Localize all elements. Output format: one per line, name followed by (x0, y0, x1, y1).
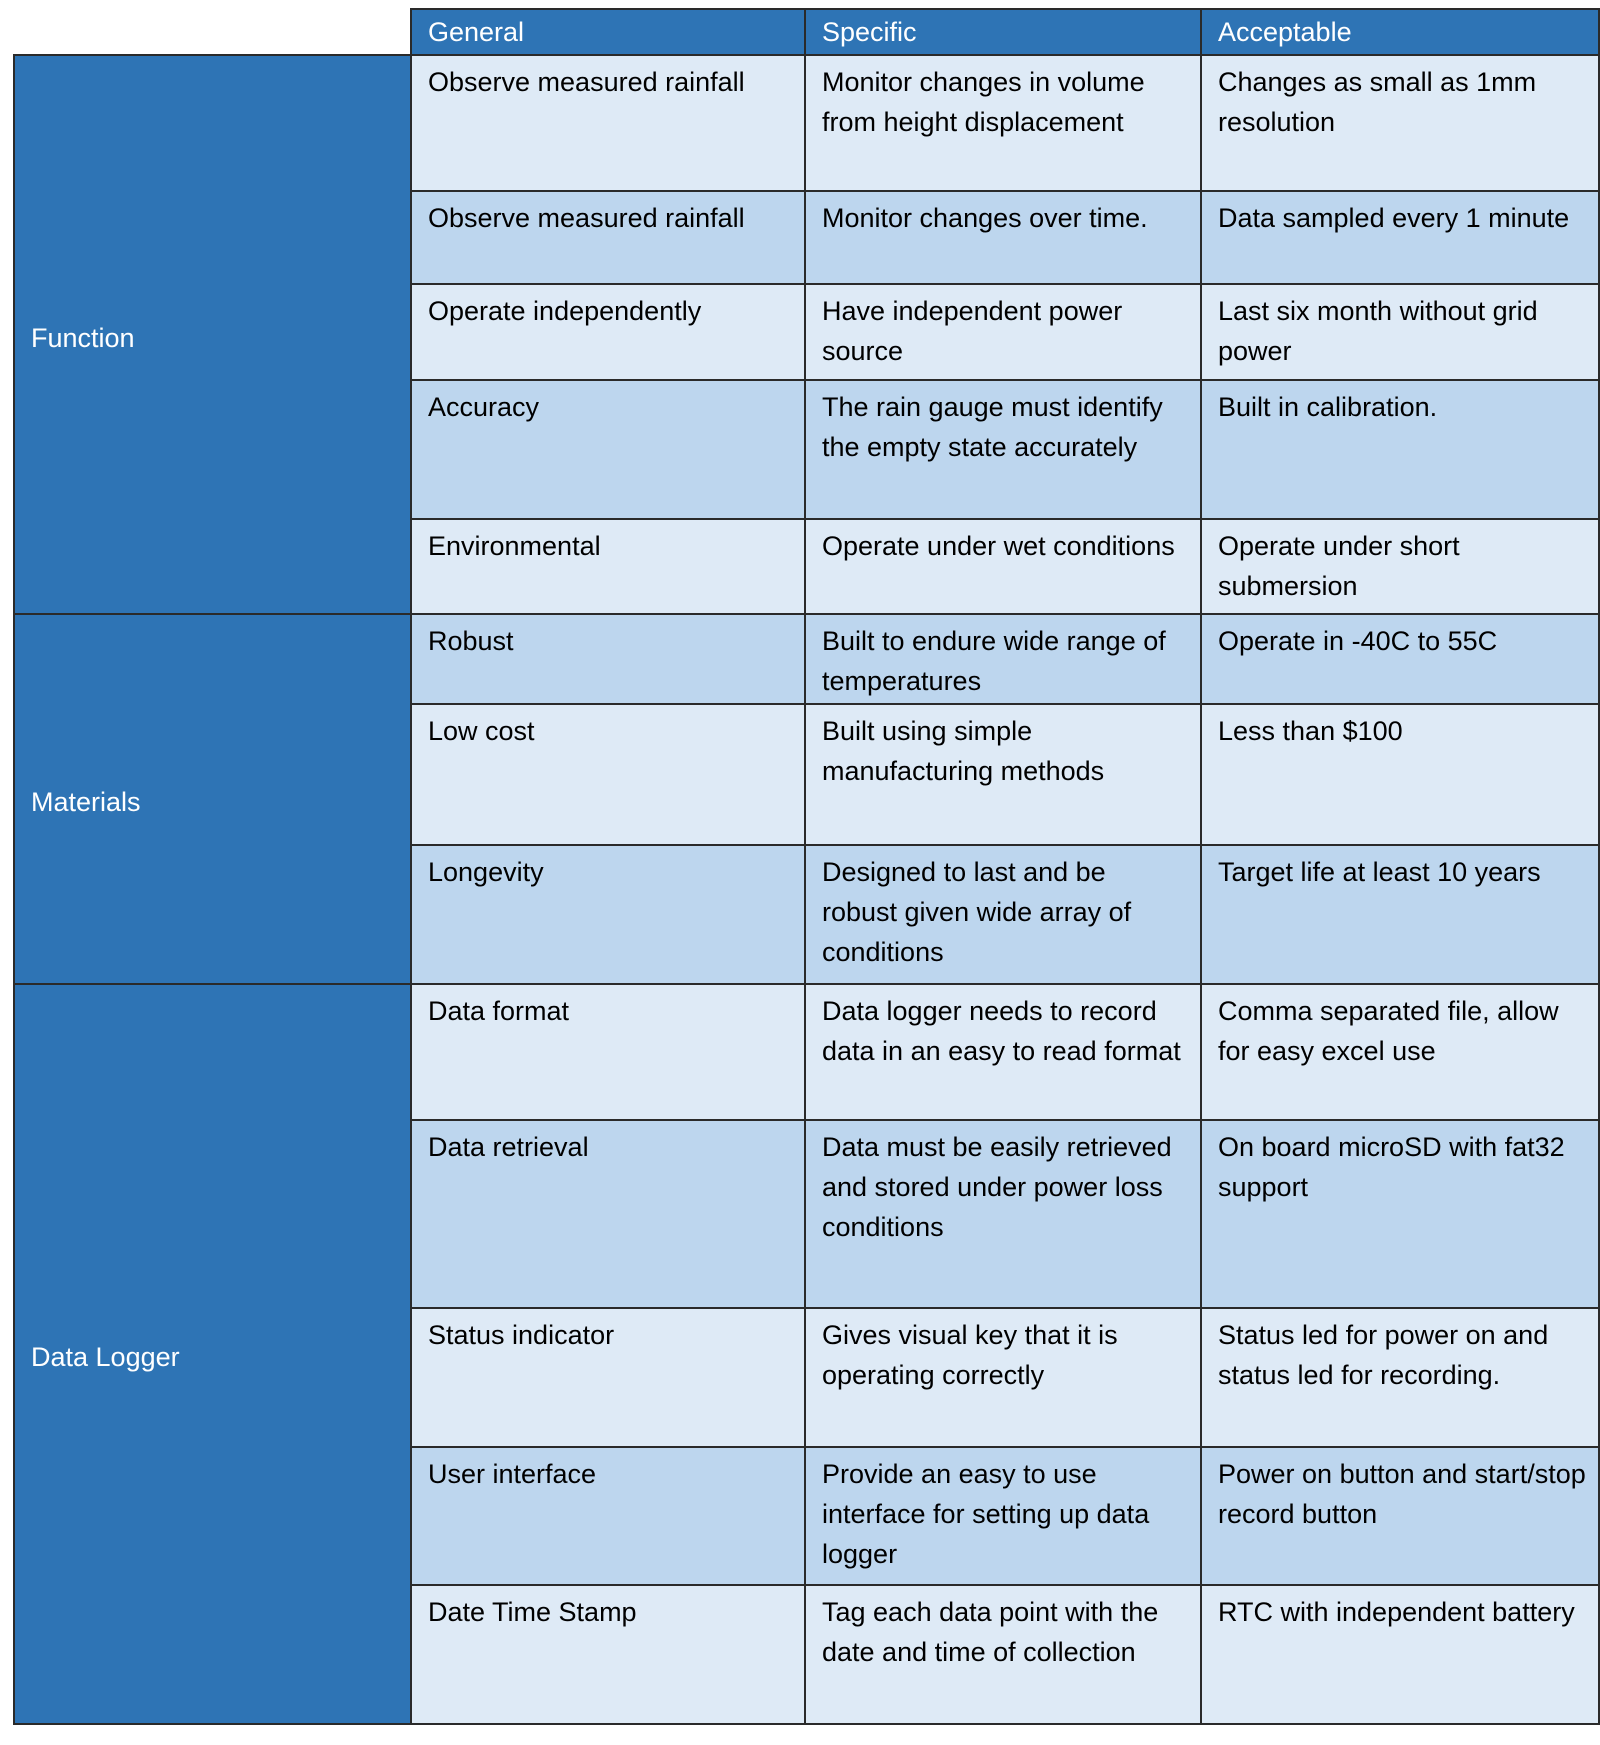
cell-specific: Built to endure wide range of temperatur… (804, 613, 1202, 705)
cell-acceptable: On board microSD with fat32 support (1200, 1119, 1600, 1309)
table-row: Operate independently Have independent po… (14, 283, 1600, 381)
cell-general: Data retrieval (410, 1119, 806, 1309)
cell-acceptable: Less than $100 (1200, 703, 1600, 846)
cell-acceptable: RTC with independent battery (1200, 1584, 1600, 1725)
cell-general: Observe measured rainfall (410, 54, 806, 192)
cell-general: Data format (410, 983, 806, 1121)
cell-specific: Data must be easily retrieved and stored… (804, 1119, 1202, 1309)
group-label-materials: Materials (13, 613, 412, 985)
table-row: Low cost Built using simple manufacturing… (14, 703, 1600, 846)
cell-acceptable: Power on button and start/stop record bu… (1200, 1446, 1600, 1586)
table-row: Observe measured rainfall Monitor changes… (14, 190, 1600, 285)
cell-general: Low cost (410, 703, 806, 846)
table-row: Environmental Operate under wet condition… (14, 518, 1600, 615)
cell-acceptable: Target life at least 10 years (1200, 844, 1600, 985)
cell-general: Operate independently (410, 283, 806, 381)
cell-general: Observe measured rainfall (410, 190, 806, 285)
cell-specific: Operate under wet conditions (804, 518, 1202, 615)
corner-cell (14, 9, 411, 56)
header-specific: Specific (804, 8, 1202, 56)
table-row: Accuracy The rain gauge must identify the… (14, 379, 1600, 520)
table-row: Status indicator Gives visual key that it… (14, 1307, 1600, 1448)
cell-acceptable: Last six month without grid power (1200, 283, 1600, 381)
cell-acceptable: Operate in -40C to 55C (1200, 613, 1600, 705)
table-row: Materials Robust Built to endure wide rang… (13, 613, 1600, 985)
cell-acceptable: Built in calibration. (1200, 379, 1600, 520)
cell-general: Status indicator (410, 1307, 806, 1448)
cell-specific: Have independent power source (804, 283, 1202, 381)
cell-specific: Gives visual key that it is operating co… (804, 1307, 1202, 1448)
cell-specific: The rain gauge must identify the empty s… (804, 379, 1202, 520)
header-row: General Specific Acceptable (14, 8, 1600, 56)
cell-acceptable: Status led for power on and status led f… (1200, 1307, 1600, 1448)
header-general: General (410, 8, 806, 56)
table-row: Data Logger Data format Data logger needs … (13, 983, 1600, 1725)
cell-general: Accuracy (410, 379, 806, 520)
cell-general: User interface (410, 1446, 806, 1586)
cell-general: Date Time Stamp (410, 1584, 806, 1725)
cell-general: Robust (410, 613, 806, 705)
cell-acceptable: Data sampled every 1 minute (1200, 190, 1600, 285)
table-row: Longevity Designed to last and be robust … (14, 844, 1600, 985)
cell-specific: Monitor changes in volume from height di… (804, 54, 1202, 192)
cell-specific: Designed to last and be robust given wid… (804, 844, 1202, 985)
group-label-data-logger: Data Logger (13, 983, 412, 1725)
cell-general: Environmental (410, 518, 806, 615)
table-row: Date Time Stamp Tag each data point with … (14, 1584, 1600, 1725)
cell-acceptable: Changes as small as 1mm resolution (1200, 54, 1600, 192)
cell-specific: Tag each data point with the date and ti… (804, 1584, 1202, 1725)
cell-specific: Monitor changes over time. (804, 190, 1202, 285)
table-row: Data retrieval Data must be easily retrie… (14, 1119, 1600, 1309)
requirements-table: General Specific Acceptable Function Obse… (13, 8, 1600, 1725)
cell-specific: Provide an easy to use interface for set… (804, 1446, 1202, 1586)
cell-specific: Data logger needs to record data in an e… (804, 983, 1202, 1121)
cell-acceptable: Comma separated file, allow for easy exc… (1200, 983, 1600, 1121)
header-acceptable: Acceptable (1200, 8, 1600, 56)
table-row: User interface Provide an easy to use int… (14, 1446, 1600, 1586)
cell-acceptable: Operate under short submersion (1200, 518, 1600, 615)
cell-specific: Built using simple manufacturing methods (804, 703, 1202, 846)
table-row: Function Observe measured rainfall Monitor… (13, 54, 1600, 615)
group-label-function: Function (13, 54, 412, 615)
cell-general: Longevity (410, 844, 806, 985)
